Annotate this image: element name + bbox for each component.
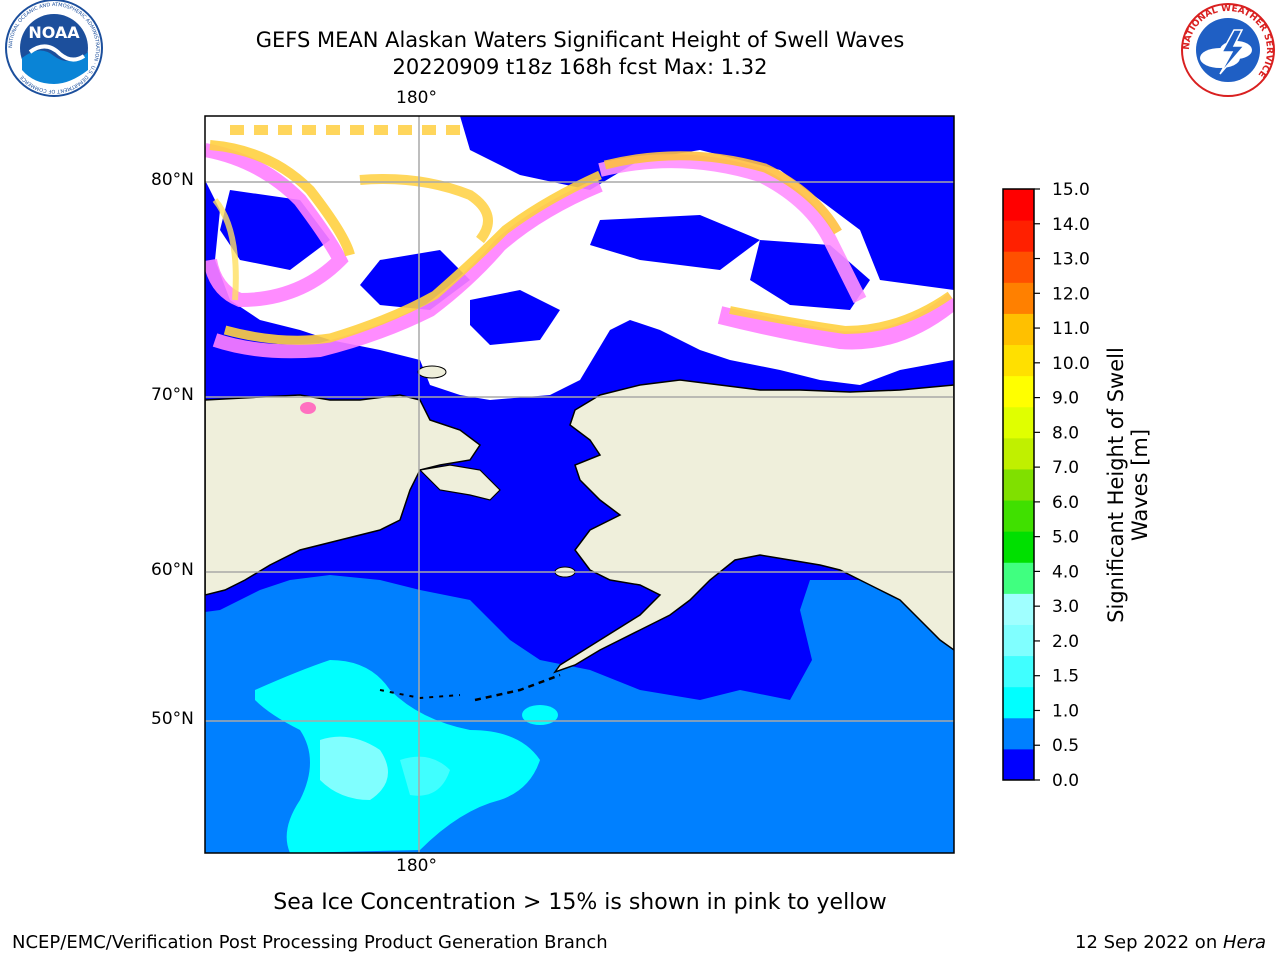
lon-label-top: 180° — [396, 88, 437, 108]
colorbar-swatch — [1003, 406, 1034, 439]
colorbar-tick-label: 3.0 — [1052, 597, 1079, 617]
colorbar-tick-label: 12.0 — [1052, 284, 1090, 304]
colorbar-tick-label: 0.5 — [1052, 736, 1079, 756]
footer-date-text: 12 Sep 2022 on — [1075, 932, 1223, 953]
colorbar-swatch — [1003, 375, 1034, 408]
colorbar-tick-label: 1.0 — [1052, 701, 1079, 721]
colorbar-swatch — [1003, 500, 1034, 532]
lat-label: 80°N — [151, 170, 194, 190]
colorbar-tick-label: 15.0 — [1052, 180, 1090, 200]
chart-title-line1: GEFS MEAN Alaskan Waters Significant Hei… — [255, 28, 905, 52]
colorbar-swatch — [1003, 313, 1034, 346]
colorbar-label-line1: Significant Height of Swell — [1104, 347, 1128, 623]
colorbar-swatch — [1003, 220, 1034, 252]
aleutian-islands — [474, 673, 561, 702]
colorbar-swatch — [1003, 468, 1034, 501]
colorbar-swatch — [1003, 189, 1034, 221]
noaa-logo: NOAA NATIONAL OCEANIC AND ATMOSPHERIC AD… — [5, 0, 103, 97]
colorbar-tick-label: 4.0 — [1052, 562, 1079, 582]
colorbar-tick-label: 6.0 — [1052, 493, 1079, 513]
colorbar-tick-label: 0.0 — [1052, 771, 1079, 791]
colorbar-tick-label: 8.0 — [1052, 423, 1079, 443]
chart-title-line2: 20220909 t18z 168h fcst Max: 1.32 — [392, 55, 768, 79]
noaa-logo-text: NOAA — [28, 23, 80, 42]
nws-logo: NATIONAL WEATHER SERVICE — [1181, 3, 1275, 97]
map-frame — [204, 115, 955, 854]
colorbar-tick-label: 2.0 — [1052, 632, 1079, 652]
colorbar-swatch — [1003, 562, 1034, 594]
colorbar-frame — [1002, 188, 1035, 781]
colorbar-tick-label: 7.0 — [1052, 458, 1079, 478]
colorbar-swatch — [1003, 344, 1034, 377]
colorbar-swatch — [1003, 531, 1034, 563]
colorbar-swatch — [1003, 748, 1034, 781]
colorbar-swatch — [1003, 717, 1034, 750]
lat-label: 70°N — [151, 385, 194, 405]
colorbar-swatch — [1003, 437, 1034, 470]
colorbar-tick-label: 11.0 — [1052, 319, 1090, 339]
colorbar-tick-label: 1.5 — [1052, 667, 1079, 687]
colorbar-tick-label: 13.0 — [1052, 250, 1090, 270]
lat-label: 50°N — [151, 709, 194, 729]
colorbar-swatch — [1003, 593, 1034, 625]
colorbar-tick-label: 14.0 — [1052, 215, 1090, 235]
footer-date: 12 Sep 2022 on Hera — [1075, 932, 1266, 953]
colorbar-swatch — [1003, 686, 1034, 719]
colorbar-label-line2: Waves [m] — [1128, 428, 1152, 542]
map-gridlines — [205, 116, 954, 853]
footer-host: Hera — [1222, 932, 1266, 953]
colorbar-swatch — [1003, 655, 1034, 688]
colorbar-swatch — [1003, 624, 1034, 657]
colorbar-swatch — [1003, 282, 1034, 314]
land-alaska — [553, 379, 954, 674]
swell-field-high — [255, 660, 540, 853]
colorbar-tick-label: 10.0 — [1052, 354, 1090, 374]
colorbar-tick-label: 9.0 — [1052, 389, 1079, 409]
lat-label: 60°N — [151, 560, 194, 580]
footer-credit: NCEP/EMC/Verification Post Processing Pr… — [12, 932, 608, 953]
lon-label-bottom: 180° — [396, 856, 437, 876]
colorbar-tick-label: 5.0 — [1052, 528, 1079, 548]
sea-ice-note: Sea Ice Concentration > 15% is shown in … — [273, 890, 887, 915]
colorbar-swatch — [1003, 251, 1034, 283]
